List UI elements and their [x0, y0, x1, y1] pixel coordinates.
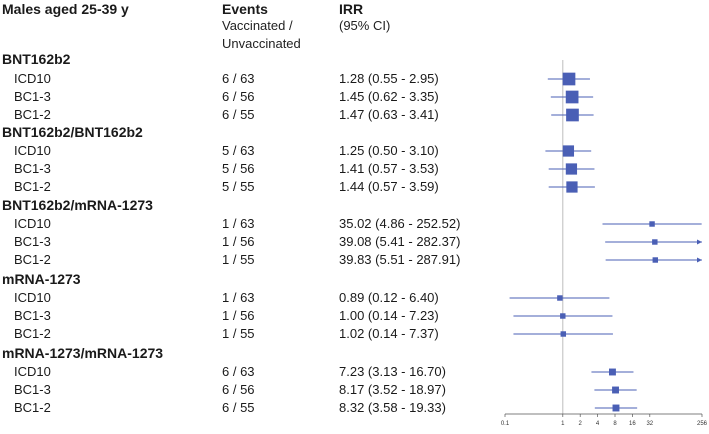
group-heading: BNT162b2/BNT162b2 [2, 124, 143, 140]
point-estimate-marker [609, 368, 616, 376]
irr-column-title: IRR [339, 1, 364, 17]
row-label: ICD10 [14, 143, 51, 158]
point-estimate-marker [612, 404, 620, 412]
row-label: BC1-3 [14, 89, 51, 104]
group-heading: mRNA-1273 [2, 271, 81, 287]
ci-overflow-arrow [697, 239, 702, 245]
events-subtitle-vaccinated: Vaccinated / [222, 18, 293, 33]
point-estimate-marker [566, 108, 579, 122]
row-events: 1 / 55 [222, 326, 255, 341]
point-estimate-marker [562, 145, 575, 157]
row-label: BC1-3 [14, 308, 51, 323]
row-irr: 35.02 (4.86 - 252.52) [339, 216, 461, 231]
row-label: ICD10 [14, 364, 51, 379]
x-tick-label: 1 [561, 421, 565, 427]
row-label: BC1-2 [14, 107, 51, 122]
row-label: ICD10 [14, 71, 51, 86]
row-irr: 7.23 (3.13 - 16.70) [339, 364, 446, 379]
row-irr: 39.83 (5.51 - 287.91) [339, 252, 461, 267]
row-irr: 1.25 (0.50 - 3.10) [339, 143, 439, 158]
row-events: 6 / 63 [222, 364, 255, 379]
point-estimate-marker [566, 181, 578, 193]
row-irr: 1.44 (0.57 - 3.59) [339, 179, 439, 194]
x-tick-label: 4 [596, 421, 600, 427]
point-estimate-marker [649, 221, 655, 227]
row-events: 1 / 56 [222, 234, 255, 249]
row-irr: 1.47 (0.63 - 3.41) [339, 107, 439, 122]
row-irr: 1.02 (0.14 - 7.37) [339, 326, 439, 341]
group-heading: BNT162b2 [2, 51, 71, 67]
row-label: ICD10 [14, 216, 51, 231]
row-irr: 1.41 (0.57 - 3.53) [339, 161, 439, 176]
row-irr: 1.45 (0.62 - 3.35) [339, 89, 439, 104]
point-estimate-marker [652, 257, 659, 263]
chart-title: Males aged 25-39 y [2, 1, 129, 17]
row-events: 1 / 63 [222, 216, 255, 231]
row-events: 5 / 55 [222, 179, 255, 194]
events-column-title: Events [222, 1, 268, 17]
point-estimate-marker [560, 331, 567, 337]
row-label: BC1-3 [14, 161, 51, 176]
row-irr: 1.28 (0.55 - 2.95) [339, 71, 439, 86]
row-label: BC1-2 [14, 326, 51, 341]
row-events: 6 / 63 [222, 71, 255, 86]
ci-overflow-arrow [697, 257, 702, 263]
x-tick-label: 32 [646, 421, 653, 427]
row-events: 6 / 55 [222, 400, 255, 415]
x-tick-label: 2 [579, 421, 583, 427]
events-subtitle-unvaccinated: Unvaccinated [222, 36, 301, 51]
row-label: BC1-2 [14, 252, 51, 267]
row-label: BC1-2 [14, 179, 51, 194]
group-heading: BNT162b2/mRNA-1273 [2, 197, 153, 213]
group-heading: mRNA-1273/mRNA-1273 [2, 345, 164, 361]
x-tick-label: 16 [629, 421, 636, 427]
row-irr: 0.89 (0.12 - 6.40) [339, 290, 439, 305]
x-tick-label: 8 [613, 421, 617, 427]
row-events: 5 / 56 [222, 161, 255, 176]
irr-ci-subtitle: (95% CI) [339, 18, 391, 33]
row-events: 6 / 56 [222, 382, 255, 397]
row-events: 1 / 55 [222, 252, 255, 267]
point-estimate-marker [612, 386, 619, 394]
point-estimate-marker [560, 313, 566, 319]
point-estimate-marker [557, 295, 563, 301]
row-events: 5 / 63 [222, 143, 255, 158]
row-irr: 8.17 (3.52 - 18.97) [339, 382, 446, 397]
x-tick-label: 256 [697, 421, 708, 427]
point-estimate-marker [652, 239, 658, 245]
row-events: 1 / 56 [222, 308, 255, 323]
row-label: BC1-2 [14, 400, 51, 415]
row-label: ICD10 [14, 290, 51, 305]
row-irr: 39.08 (5.41 - 282.37) [339, 234, 461, 249]
row-events: 6 / 56 [222, 89, 255, 104]
point-estimate-marker [565, 163, 578, 175]
row-irr: 1.00 (0.14 - 7.23) [339, 308, 439, 323]
row-events: 6 / 55 [222, 107, 255, 122]
row-irr: 8.32 (3.58 - 19.33) [339, 400, 446, 415]
point-estimate-marker [565, 90, 579, 104]
row-label: BC1-3 [14, 234, 51, 249]
x-tick-label: 0.1 [501, 421, 510, 427]
point-estimate-marker [562, 72, 576, 86]
row-label: BC1-3 [14, 382, 51, 397]
row-events: 1 / 63 [222, 290, 255, 305]
